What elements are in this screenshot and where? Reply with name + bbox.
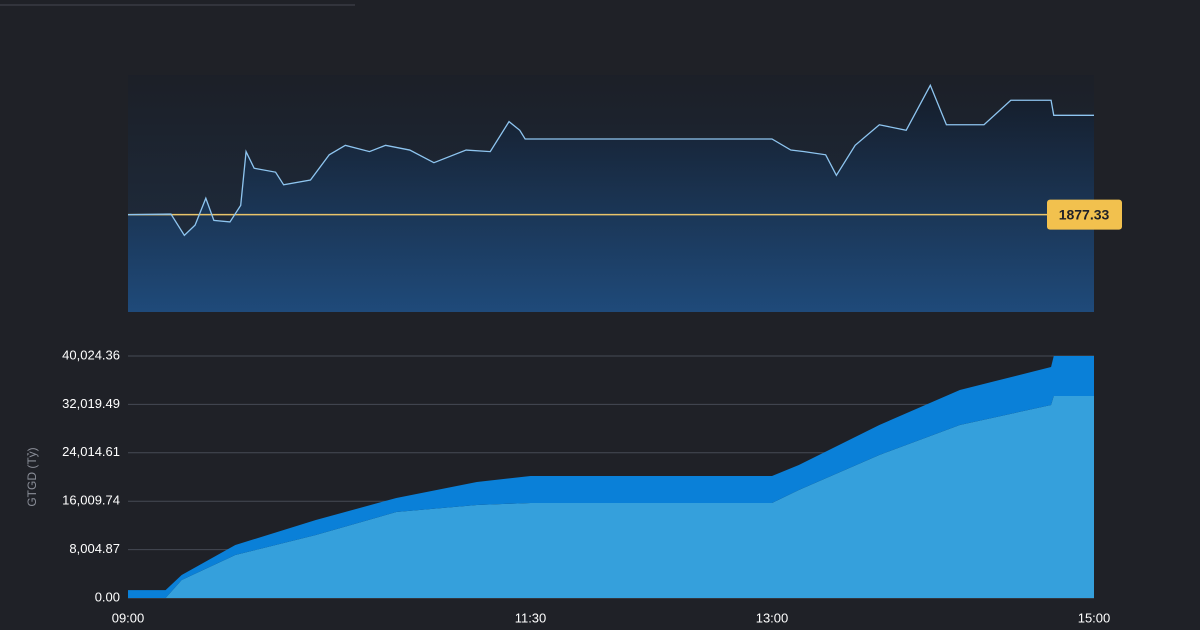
y-tick-label: 0.00 xyxy=(95,589,120,604)
area-segment xyxy=(128,356,1094,598)
x-tick-label: 13:00 xyxy=(756,610,789,625)
x-tick-label: 15:00 xyxy=(1078,610,1111,625)
y-tick-label: 32,019.49 xyxy=(62,396,120,411)
y-tick-label: 24,014.61 xyxy=(62,444,120,459)
y-tick-label: 40,024.36 xyxy=(62,347,120,362)
price-line xyxy=(127,83,1094,237)
y-tick-label: 16,009.74 xyxy=(62,493,120,508)
x-tick-label: 09:00 xyxy=(112,610,145,625)
y-axis-label: GTGD (Tỷ) xyxy=(25,447,39,506)
price-area xyxy=(128,85,1094,313)
price-label-box xyxy=(1047,199,1122,230)
price-label: 1877.33 xyxy=(1059,206,1110,222)
area-segment xyxy=(128,395,1094,598)
y-tick-label: 8,004.87 xyxy=(69,541,120,556)
x-tick-label: 11:30 xyxy=(515,610,547,625)
